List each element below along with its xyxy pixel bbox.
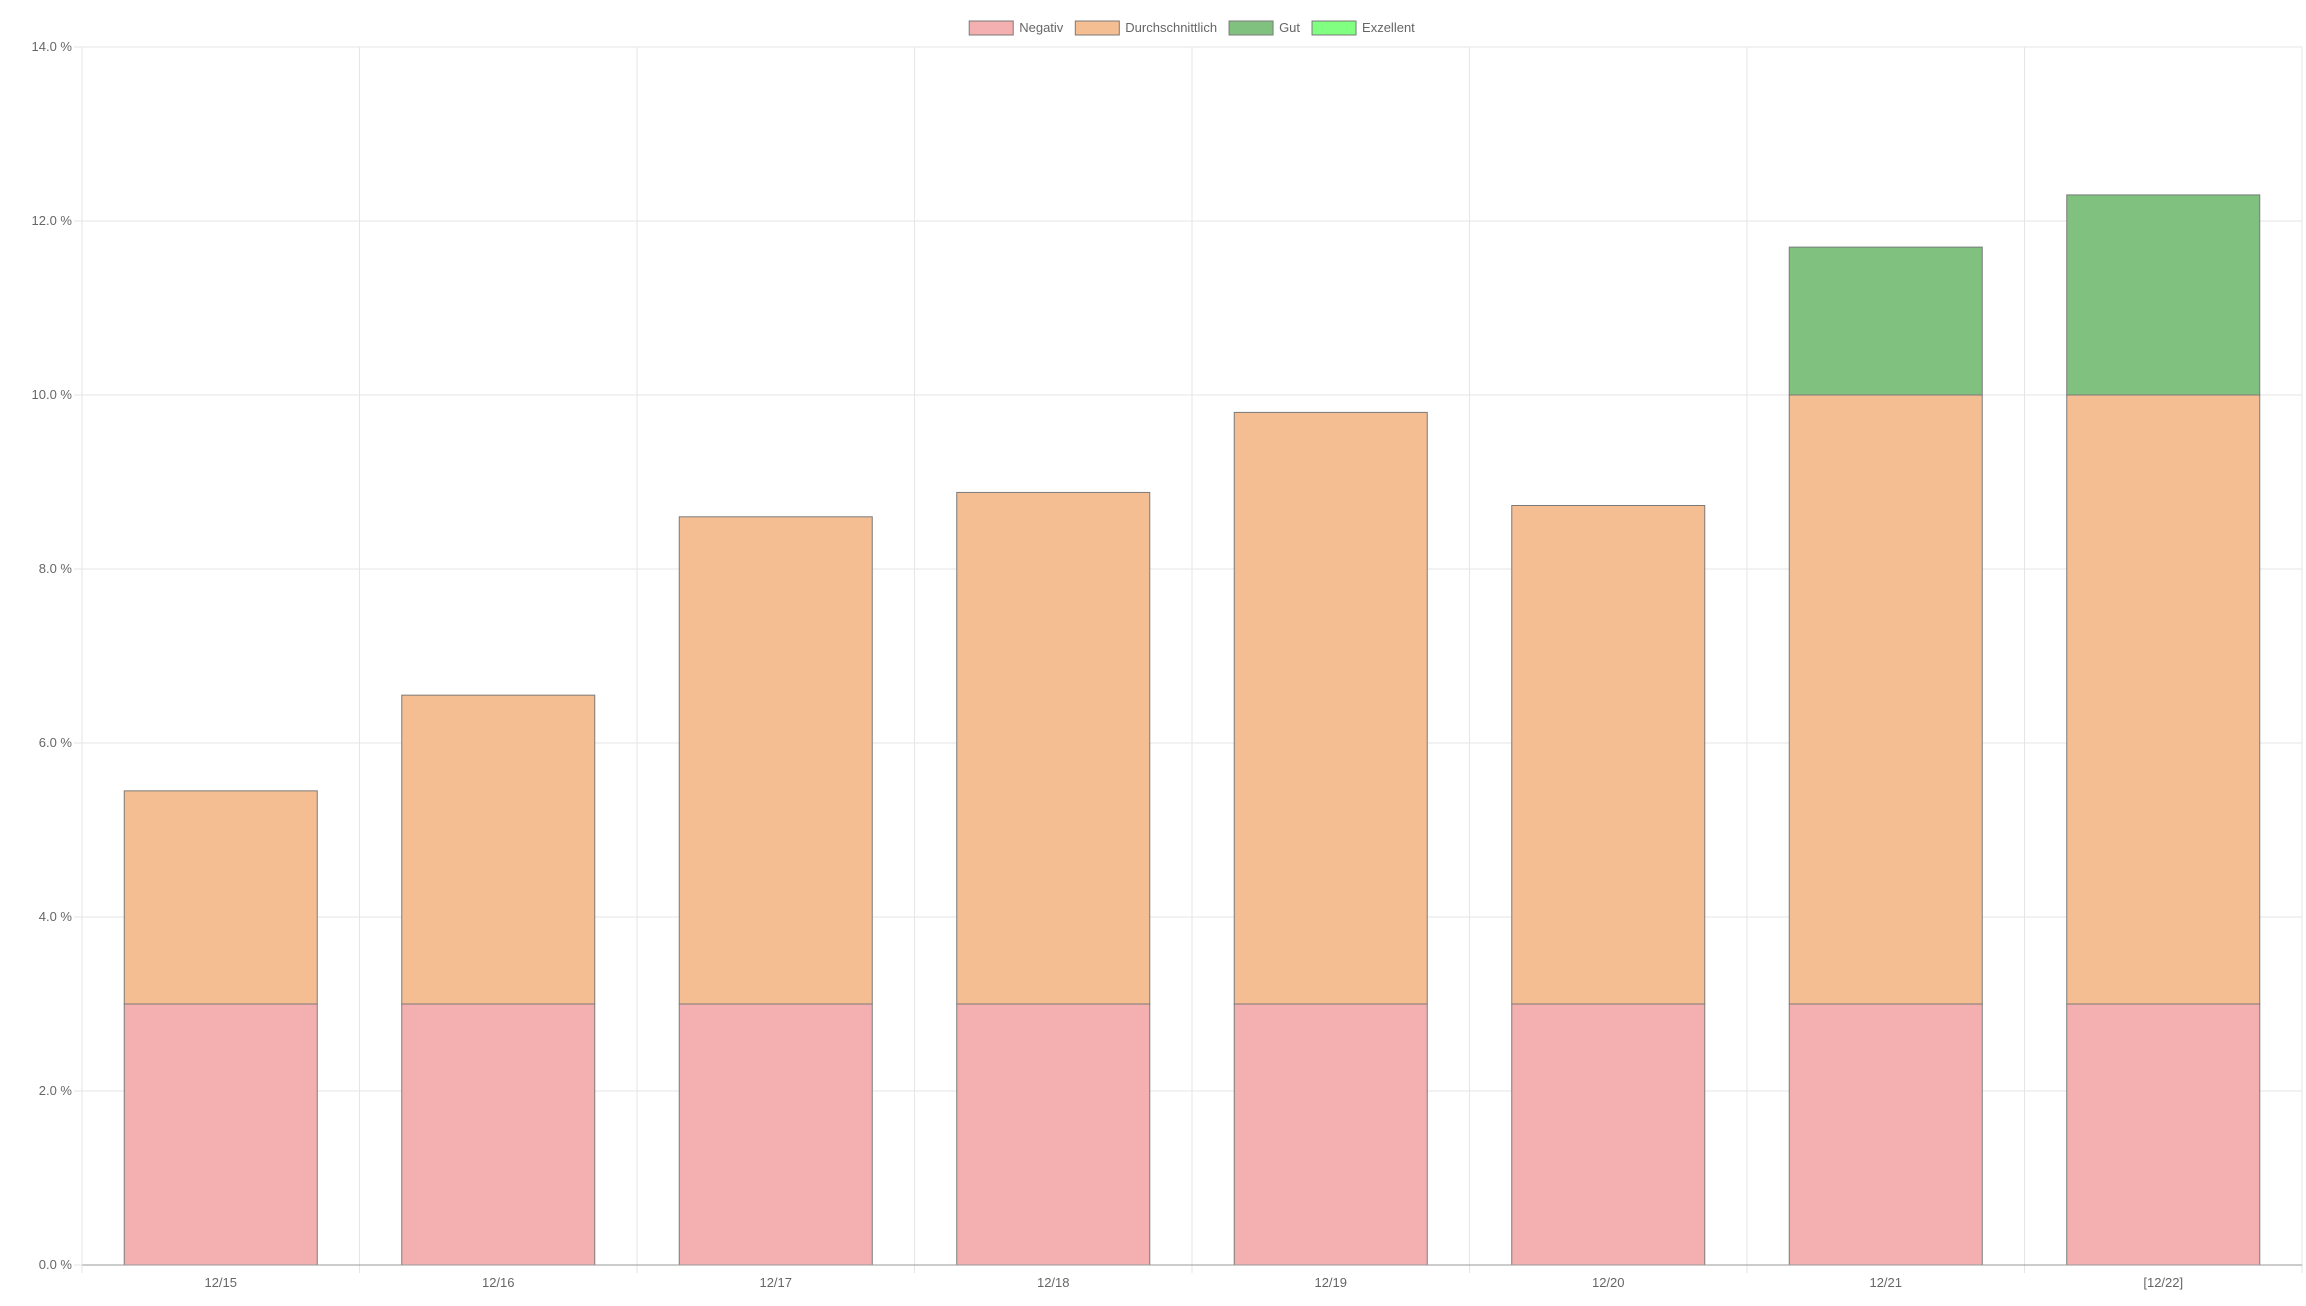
bar-segment-negativ [2066,1003,2261,1266]
bars [123,194,2261,1266]
y-tick-label: 4.0 % [39,909,73,924]
bar-segment-durchschnittlich [1511,504,1706,1005]
bar-segment-negativ [678,1003,873,1266]
bar-segment-negativ [1788,1003,1983,1266]
x-tick-label: 12/20 [1592,1275,1625,1290]
y-tick-label: 2.0 % [39,1083,73,1098]
legend-swatch-negativ [968,20,1014,36]
legend: Negativ Durchschnittlich Gut Exzellent [968,20,1415,36]
axes: 0.0 % 2.0 % 4.0 % 6.0 % 8.0 % 10.0 % 12.0 % 14.… [32,39,2302,1290]
x-tick-label: 12/19 [1314,1275,1347,1290]
bar-segment-durchschnittlich [1788,394,1983,1005]
bar-segment-durchschnittlich [2066,394,2261,1005]
bar-segment-negativ [401,1003,596,1266]
legend-swatch-durchschnittlich [1074,20,1120,36]
y-tick-label: 14.0 % [32,39,73,54]
bar-segment-negativ [123,1003,318,1266]
bar-segment-negativ [956,1003,1151,1266]
legend-label-gut: Gut [1279,20,1300,35]
x-tick-label: 12/17 [759,1275,792,1290]
bar-segment-durchschnittlich [678,516,873,1005]
x-tick-label: 12/18 [1037,1275,1070,1290]
bar-segment-gut [2066,194,2261,396]
bar-segment-negativ [1233,1003,1428,1266]
x-tick-label: [12/22] [2143,1275,2183,1290]
y-tick-label: 10.0 % [32,387,73,402]
bar-segment-negativ [1511,1003,1706,1266]
y-tick-label: 6.0 % [39,735,73,750]
legend-label-exzellent: Exzellent [1362,20,1415,35]
x-tick-label: 12/15 [204,1275,237,1290]
bar-segment-gut [1788,246,1983,396]
y-tick-label: 8.0 % [39,561,73,576]
legend-swatch-gut [1228,20,1274,36]
bar-segment-durchschnittlich [956,491,1151,1005]
grid [81,46,2303,1273]
bar-segment-durchschnittlich [123,790,318,1005]
bar-segment-durchschnittlich [1233,411,1428,1005]
x-tick-label: 12/16 [482,1275,515,1290]
y-tick-label: 12.0 % [32,213,73,228]
legend-label-negativ: Negativ [1019,20,1064,35]
bar-segment-durchschnittlich [401,694,596,1005]
y-tick-label: 0.0 % [39,1257,73,1272]
x-tick-label: 12/21 [1869,1275,1902,1290]
legend-swatch-exzellent [1311,20,1357,36]
legend-label-durchschnittlich: Durchschnittlich [1125,20,1217,35]
